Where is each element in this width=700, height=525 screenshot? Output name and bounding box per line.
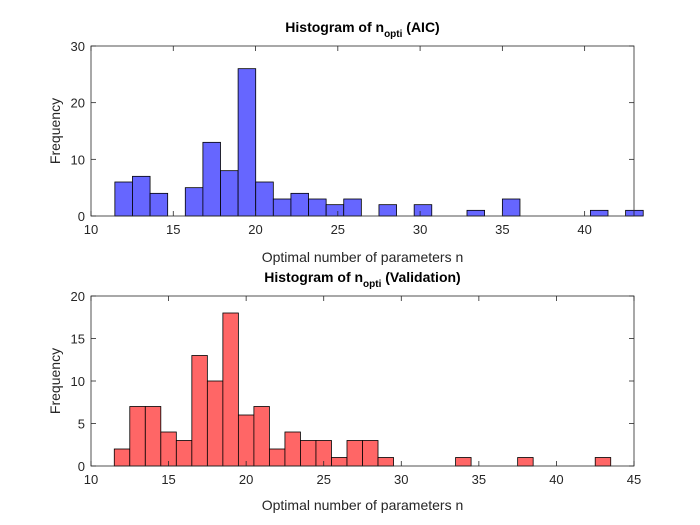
y-axis-label: Frequency [47, 98, 63, 164]
histogram-bar [144, 406, 162, 467]
y-tick-label: 5 [78, 417, 85, 432]
x-tick-label: 10 [84, 472, 98, 487]
histogram-bar [220, 170, 239, 217]
histogram-bar [191, 355, 208, 467]
histogram-bar [206, 380, 224, 467]
histogram-bar [343, 198, 362, 217]
histogram-bar [378, 204, 397, 217]
histogram-bar [290, 192, 309, 217]
histogram-bar [589, 209, 609, 217]
x-tick-label: 10 [84, 222, 98, 237]
histogram-bar [594, 457, 612, 467]
histogram-bar [253, 406, 270, 467]
plot-area [91, 46, 634, 216]
chart-title: Histogram of nopti (AIC) [285, 19, 439, 40]
y-tick-label: 0 [78, 459, 85, 474]
x-tick-label: 25 [316, 472, 330, 487]
histogram-bar [113, 448, 131, 467]
histogram-bar [255, 181, 274, 217]
histogram-bar [346, 440, 363, 467]
histogram-bar [501, 198, 521, 217]
histogram-bar [413, 204, 433, 217]
histogram-bar [114, 181, 133, 217]
chart-title: Histogram of nopti (Validation) [264, 269, 460, 290]
y-tick-label: 0 [78, 209, 85, 224]
histogram-bar [129, 406, 146, 467]
axes-box [90, 45, 635, 217]
chart-title-subscript: opti [363, 279, 382, 290]
histogram-bar [331, 457, 348, 467]
chart-panel-2: 10 15 20 25 30 35 40 45 0 5 10 15 20 Histogram of nop… [47, 269, 641, 513]
y-axis-label: Frequency [47, 348, 63, 414]
histogram-bar [272, 198, 292, 217]
histogram-bar [284, 431, 301, 467]
histogram-bar [184, 187, 204, 217]
x-tick-label: 15 [161, 472, 175, 487]
chart-title-prefix: Histogram of n [264, 269, 363, 285]
x-tick-label: 40 [577, 222, 591, 237]
chart-title-subscript: opti [384, 29, 403, 40]
x-tick-label: 35 [472, 472, 486, 487]
histogram-bar [325, 204, 345, 217]
histogram-bar [517, 457, 534, 467]
chart-title-suffix: (Validation) [381, 269, 460, 285]
plot-area [91, 296, 634, 466]
histogram-bar [625, 209, 644, 217]
histogram-bar [466, 209, 485, 217]
histogram-bar [160, 431, 177, 467]
x-tick-label: 30 [413, 222, 427, 237]
histogram-bar [175, 440, 193, 467]
x-tick-label: 45 [627, 472, 641, 487]
x-axis-label: Optimal number of parameters n [262, 497, 464, 513]
y-tick-label: 10 [71, 374, 85, 389]
x-tick-label: 25 [331, 222, 345, 237]
y-tick-label: 30 [71, 39, 85, 54]
histogram-bar [132, 175, 151, 217]
x-tick-label: 20 [248, 222, 262, 237]
histogram-bar [455, 457, 472, 467]
x-tick-label: 35 [495, 222, 509, 237]
histogram-bar [237, 68, 257, 217]
histogram-bar [300, 440, 317, 467]
x-tick-label: 30 [394, 472, 408, 487]
histogram-bar [149, 192, 169, 217]
histogram-bar [362, 440, 379, 467]
y-tick-label: 20 [71, 96, 85, 111]
y-tick-label: 20 [71, 289, 85, 304]
chart-title-suffix: (AIC) [402, 19, 439, 35]
y-tick-label: 15 [71, 332, 85, 347]
chart-title-prefix: Histogram of n [285, 19, 384, 35]
histogram-bar [222, 312, 239, 467]
histogram-bar [237, 414, 255, 467]
x-tick-label: 40 [549, 472, 563, 487]
x-axis-label: Optimal number of parameters n [262, 249, 464, 265]
histogram-bar [202, 141, 221, 217]
histogram-bar [377, 457, 394, 467]
y-tick-label: 10 [71, 152, 85, 167]
x-tick-label: 15 [166, 222, 180, 237]
x-tick-label: 20 [239, 472, 253, 487]
histogram-bar [269, 448, 286, 467]
histogram-bar [308, 198, 327, 217]
